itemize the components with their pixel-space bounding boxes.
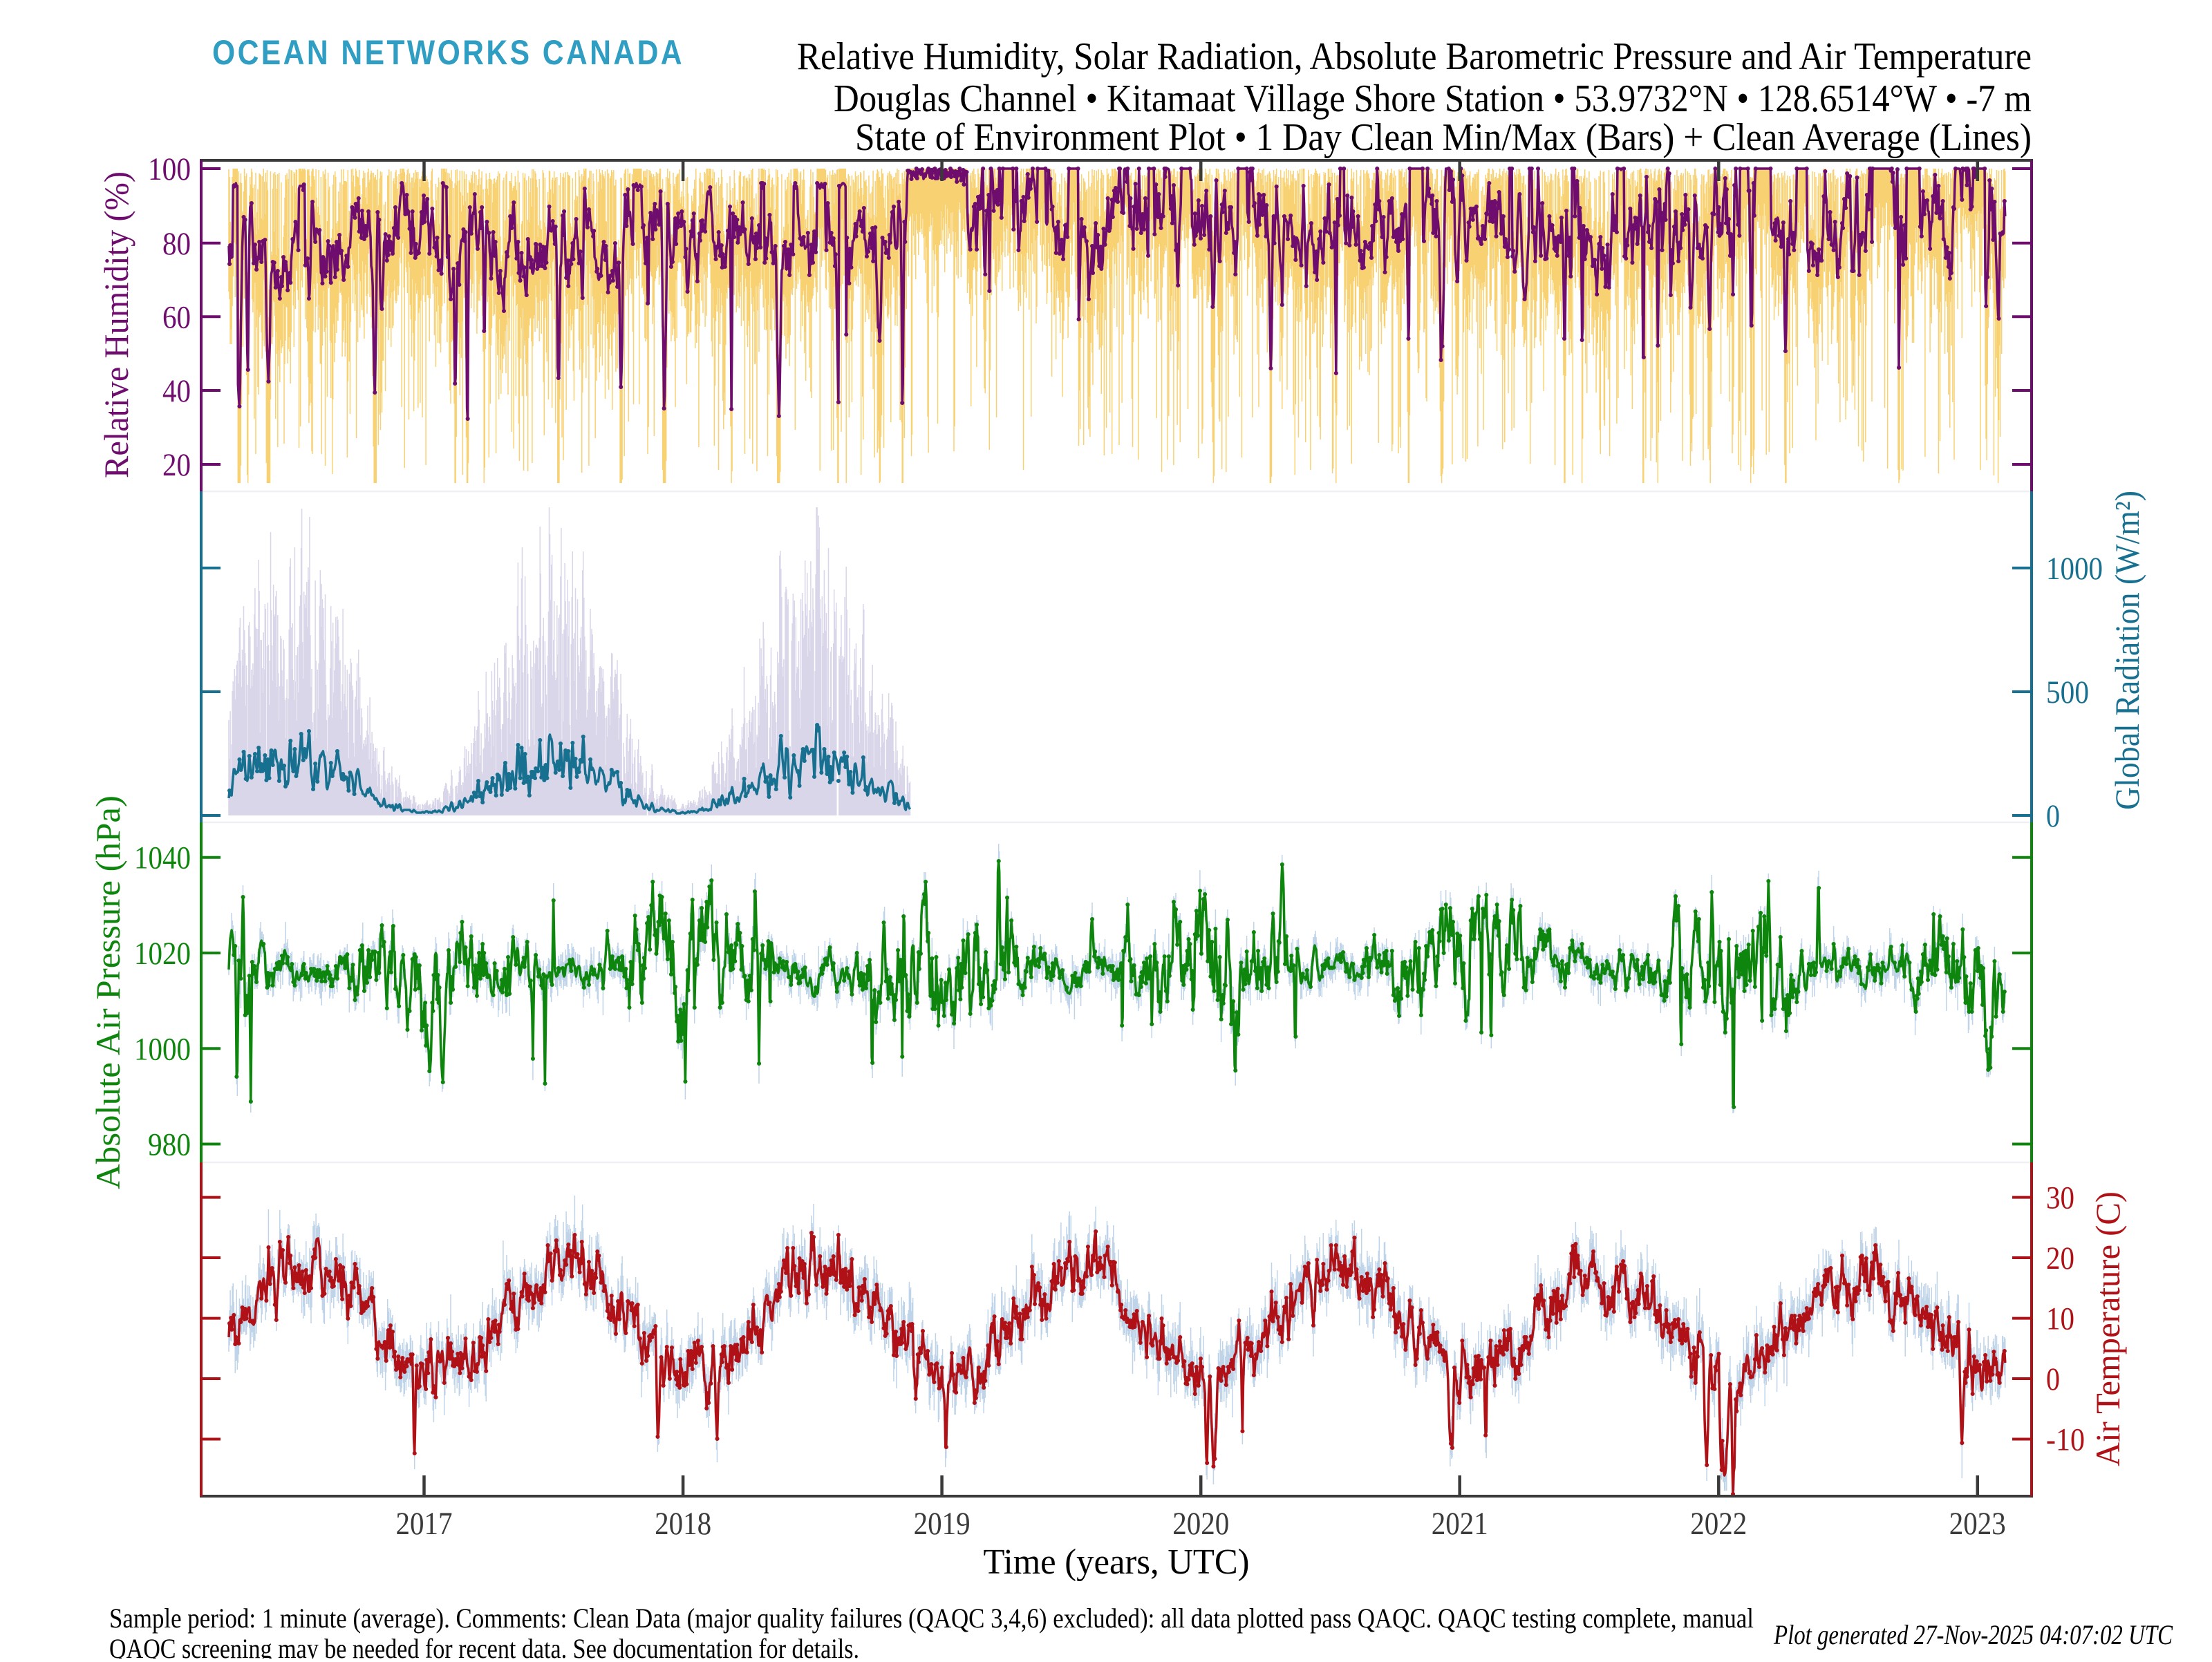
svg-text:20: 20: [2046, 1240, 2074, 1276]
svg-text:2018: 2018: [655, 1506, 711, 1542]
svg-text:State of Environment Plot • 1: State of Environment Plot • 1 Day Clean …: [855, 116, 2032, 159]
svg-text:2019: 2019: [914, 1506, 971, 1542]
svg-text:20: 20: [162, 447, 191, 483]
svg-text:Plot generated 27-Nov-2025 04:: Plot generated 27-Nov-2025 04:07:02 UTC: [1773, 1619, 2173, 1650]
svg-text:2021: 2021: [1432, 1506, 1488, 1542]
svg-text:OCEAN NETWORKS CANADA: OCEAN NETWORKS CANADA: [212, 33, 684, 72]
svg-text:1000: 1000: [2046, 551, 2103, 587]
svg-text:1000: 1000: [134, 1031, 191, 1067]
svg-text:Time (years, UTC): Time (years, UTC): [984, 1542, 1250, 1582]
svg-text:Air Temperature (C): Air Temperature (C): [2088, 1191, 2127, 1466]
svg-text:0: 0: [2046, 798, 2060, 834]
svg-text:500: 500: [2046, 674, 2089, 710]
svg-text:QAQC screening may be needed f: QAQC screening may be needed for recent …: [109, 1633, 859, 1659]
svg-text:1020: 1020: [134, 936, 191, 972]
svg-text:980: 980: [148, 1127, 191, 1163]
svg-text:1040: 1040: [134, 840, 191, 876]
svg-text:2022: 2022: [1690, 1506, 1747, 1542]
svg-text:30: 30: [2046, 1180, 2074, 1216]
svg-text:10: 10: [2046, 1301, 2074, 1337]
svg-text:2017: 2017: [396, 1506, 453, 1542]
svg-text:Sample period: 1 minute (avera: Sample period: 1 minute (average). Comme…: [109, 1603, 1754, 1634]
svg-text:60: 60: [162, 299, 191, 335]
svg-text:Global Radiation (W/m²): Global Radiation (W/m²): [2108, 491, 2146, 810]
svg-text:2023: 2023: [1949, 1506, 2006, 1542]
svg-text:80: 80: [162, 226, 191, 262]
svg-text:2020: 2020: [1172, 1506, 1229, 1542]
svg-text:-10: -10: [2046, 1422, 2085, 1458]
svg-text:100: 100: [148, 151, 191, 187]
svg-text:Absolute Air Pressure (hPa): Absolute Air Pressure (hPa): [88, 795, 127, 1189]
svg-text:0: 0: [2046, 1361, 2060, 1397]
svg-text:Relative Humidity (%): Relative Humidity (%): [97, 171, 135, 478]
svg-text:40: 40: [162, 373, 191, 409]
svg-text:Douglas Channel • Kitamaat Vil: Douglas Channel • Kitamaat Village Shore…: [834, 77, 2032, 120]
svg-text:Relative Humidity, Solar Radia: Relative Humidity, Solar Radiation, Abso…: [797, 35, 2032, 78]
